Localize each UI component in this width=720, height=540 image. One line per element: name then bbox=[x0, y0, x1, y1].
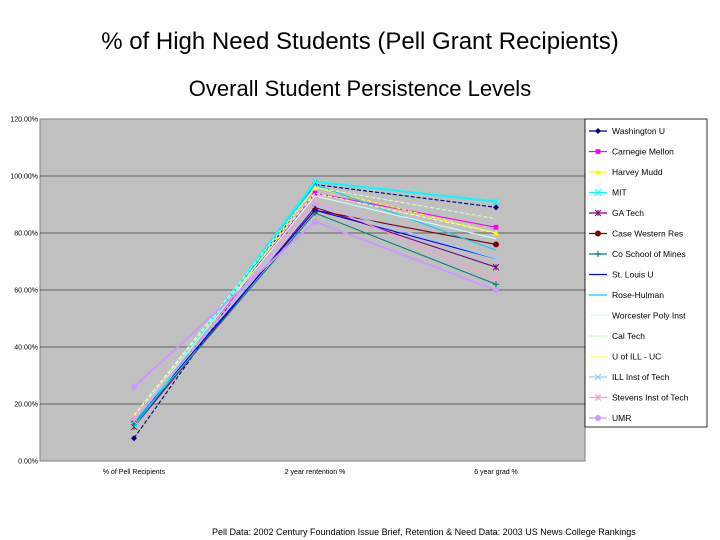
legend-item: U of ILL - UC bbox=[589, 352, 661, 362]
legend-label: Stevens Inst of Tech bbox=[612, 393, 689, 403]
legend-item: St. Louis U bbox=[589, 270, 654, 280]
legend-label: Case Western Res bbox=[612, 229, 683, 239]
legend-label: Co School of Mines bbox=[612, 249, 686, 259]
legend-label: GA Tech bbox=[612, 208, 644, 218]
marker bbox=[492, 255, 500, 263]
legend-item: Case Western Res bbox=[589, 229, 683, 239]
x-tick-label: 6 year grad % bbox=[474, 469, 518, 476]
y-tick-label: 20.00% bbox=[14, 402, 38, 409]
marker bbox=[594, 189, 602, 196]
marker bbox=[492, 275, 500, 282]
series-line bbox=[133, 195, 497, 419]
y-tick-label: 100.00% bbox=[10, 174, 38, 181]
marker bbox=[311, 198, 319, 206]
legend-item: Washington U bbox=[589, 126, 665, 136]
marker bbox=[493, 241, 499, 248]
chart-title: % of High Need Students (Pell Grant Reci… bbox=[101, 28, 619, 55]
legend-item: UMR bbox=[589, 413, 631, 423]
legend-item: Rose-Hulman bbox=[589, 290, 664, 300]
marker bbox=[493, 224, 499, 230]
series-line bbox=[133, 186, 497, 416]
marker bbox=[595, 169, 601, 175]
legend-label: Washington U bbox=[612, 126, 665, 136]
marker bbox=[492, 198, 500, 206]
series-mit bbox=[130, 178, 500, 428]
legend-label: MIT bbox=[612, 188, 627, 198]
gridlines bbox=[40, 175, 585, 405]
marker bbox=[131, 435, 137, 442]
series-line bbox=[133, 209, 497, 422]
series-st-louis-u bbox=[133, 209, 497, 422]
marker bbox=[595, 230, 601, 237]
marker bbox=[594, 209, 602, 217]
marker bbox=[493, 287, 499, 293]
x-tick-label: 2 year rentention % bbox=[285, 469, 346, 476]
legend-label: ILL Inst of Tech bbox=[612, 372, 669, 382]
chart-subtitle: Overall Student Persistence Levels bbox=[188, 76, 532, 101]
marker bbox=[595, 128, 601, 134]
marker bbox=[594, 373, 602, 381]
legend-label: Cal Tech bbox=[612, 331, 645, 341]
legend-item: Co School of Mines bbox=[589, 249, 686, 259]
series-cal-tech bbox=[133, 186, 497, 416]
marker bbox=[594, 394, 602, 401]
marker bbox=[311, 178, 319, 186]
legend-label: St. Louis U bbox=[612, 270, 654, 280]
marker bbox=[595, 149, 601, 154]
legend-label: UMR bbox=[612, 413, 631, 423]
legend-item: Cal Tech bbox=[589, 331, 645, 341]
persistence-line-chart: 0.00% 20.00% 40.00% 60.00% 80.00% 100.00% 120.… bbox=[10, 117, 708, 476]
legend-item: Carnegie Mellon bbox=[589, 147, 674, 157]
y-tick-label: 80.00% bbox=[14, 231, 38, 238]
marker bbox=[131, 383, 137, 390]
series-umr bbox=[131, 218, 499, 390]
marker bbox=[595, 251, 601, 257]
legend-item: MIT bbox=[589, 188, 627, 198]
x-axis-ticks: % of Pell Recipients 2 year rentention % 6… bbox=[103, 469, 518, 476]
legend-label: Rose-Hulman bbox=[612, 290, 664, 300]
legend-label: U of ILL - UC bbox=[612, 352, 661, 362]
legend-item: ILL Inst of Tech bbox=[589, 372, 669, 382]
legend-item: Harvey Mudd bbox=[589, 167, 663, 177]
legend-item: Worcester Poly Inst bbox=[589, 311, 686, 321]
marker bbox=[595, 415, 601, 421]
y-tick-label: 0.00% bbox=[18, 459, 38, 466]
source-footnote: Pell Data: 2002 Century Foundation Issue… bbox=[212, 527, 636, 537]
marker bbox=[492, 263, 500, 271]
x-tick-label: % of Pell Recipients bbox=[103, 469, 166, 476]
marker bbox=[312, 218, 318, 225]
marker bbox=[130, 414, 138, 422]
legend-label: Harvey Mudd bbox=[612, 167, 663, 177]
legend-label: Worcester Poly Inst bbox=[612, 311, 686, 321]
series-line bbox=[133, 192, 497, 416]
legend-box bbox=[584, 118, 708, 428]
legend-item: Stevens Inst of Tech bbox=[589, 393, 689, 403]
legend: Washington U Carnegie Mellon Harvey Mudd MI… bbox=[589, 126, 689, 423]
series-worcester-poly-inst bbox=[133, 195, 497, 419]
marker bbox=[312, 190, 318, 196]
marker bbox=[493, 204, 499, 211]
y-axis-ticks: 0.00% 20.00% 40.00% 60.00% 80.00% 100.00% 120.… bbox=[10, 117, 38, 466]
legend-item: GA Tech bbox=[589, 208, 644, 218]
y-tick-label: 40.00% bbox=[14, 345, 38, 352]
y-tick-label: 120.00% bbox=[10, 117, 38, 124]
y-tick-label: 60.00% bbox=[14, 288, 38, 295]
marker bbox=[493, 281, 499, 288]
series-u-of-ill-uc bbox=[133, 192, 497, 416]
series-stevens-inst-of-tech bbox=[130, 198, 500, 422]
legend-label: Carnegie Mellon bbox=[612, 147, 674, 157]
series-lines bbox=[130, 178, 500, 442]
